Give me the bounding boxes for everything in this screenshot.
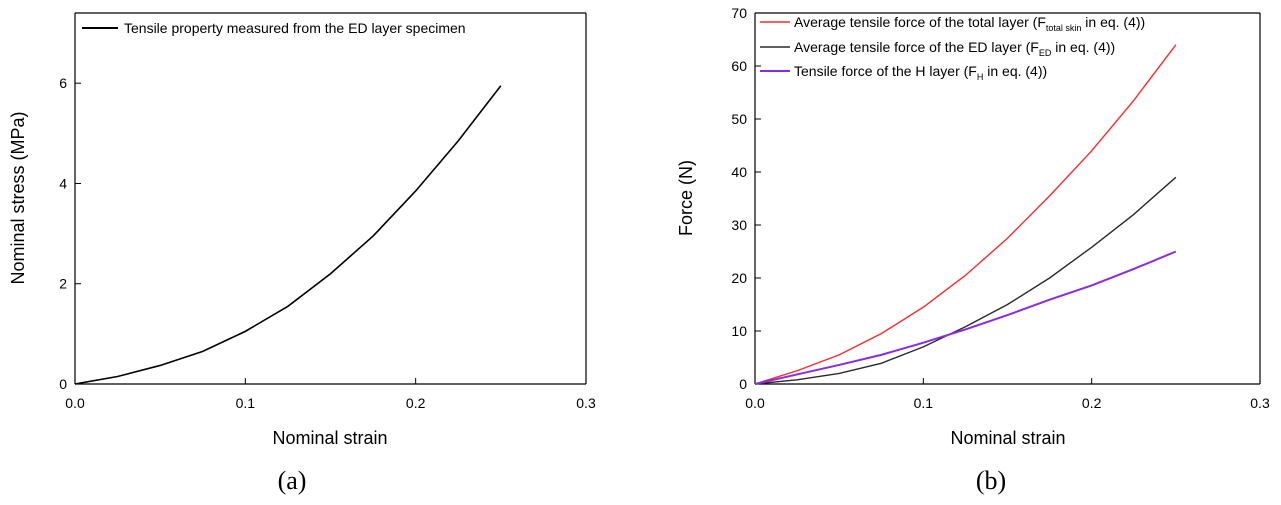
panel-b-series-total-line [754,44,1177,385]
panel-a-x-tick-label: 0.3 [576,395,596,411]
panel-a-legend-label: Tensile property measured from the ED la… [124,20,466,36]
panel-a-caption: (a) [278,466,307,495]
panel-b-y-tick-label: 30 [731,217,747,233]
panel-a-y-tick-label: 2 [59,276,67,292]
panel-b-y-tick-label: 50 [731,111,747,127]
panel-a-x-tick-label: 0.1 [236,395,256,411]
panel-a-y-label: Nominal stress (MPa) [8,111,28,284]
panel-b-x-tick-label: 0.1 [914,395,934,411]
panel-b-y-tick-label: 40 [731,164,747,180]
panel-a-y-tick-label: 4 [59,175,67,191]
panel-a-y-tick-label: 6 [59,75,67,91]
panel-a-x-tick-label: 0.0 [65,395,85,411]
panel-a-y-tick-label: 0 [59,376,67,392]
panel-b-x-tick-label: 0.3 [1250,395,1270,411]
panel-b-series-ed-line [754,176,1177,385]
panel-b-chart: 0.0 0.1 0.2 0.3 0 10 20 30 40 50 60 70 Average tens… [676,5,1270,495]
panel-a-x-tick-label: 0.2 [406,395,426,411]
panel-b-legend-label-ed: Average tensile force of the ED layer (F… [794,39,1115,58]
panel-b-legend-label-h: Tensile force of the H layer (FH in eq. … [794,63,1047,82]
panel-b-legend-label-total: Average tensile force of the total layer… [794,14,1145,33]
panel-a-x-label: Nominal strain [272,428,387,448]
panel-b-y-tick-label: 70 [731,5,747,21]
panel-b-series-h-line [754,250,1177,385]
panel-b-x-tick-label: 0.2 [1082,395,1102,411]
panel-b-x-label: Nominal strain [950,428,1065,448]
panel-b-y-label: Force (N) [676,160,696,236]
panel-b-caption: (b) [976,466,1006,495]
panel-a-chart: 0.0 0.1 0.2 0.3 0 2 4 6 Tensile property measur… [8,12,596,495]
panel-b-y-tick-label: 20 [731,270,747,286]
panel-b-y-tick-label: 60 [731,58,747,74]
panel-b-x-tick-label: 0.0 [745,395,765,411]
panel-b-y-tick-label: 10 [731,323,747,339]
panel-b-y-tick-label: 0 [739,376,747,392]
panel-a-series-line [74,85,502,385]
